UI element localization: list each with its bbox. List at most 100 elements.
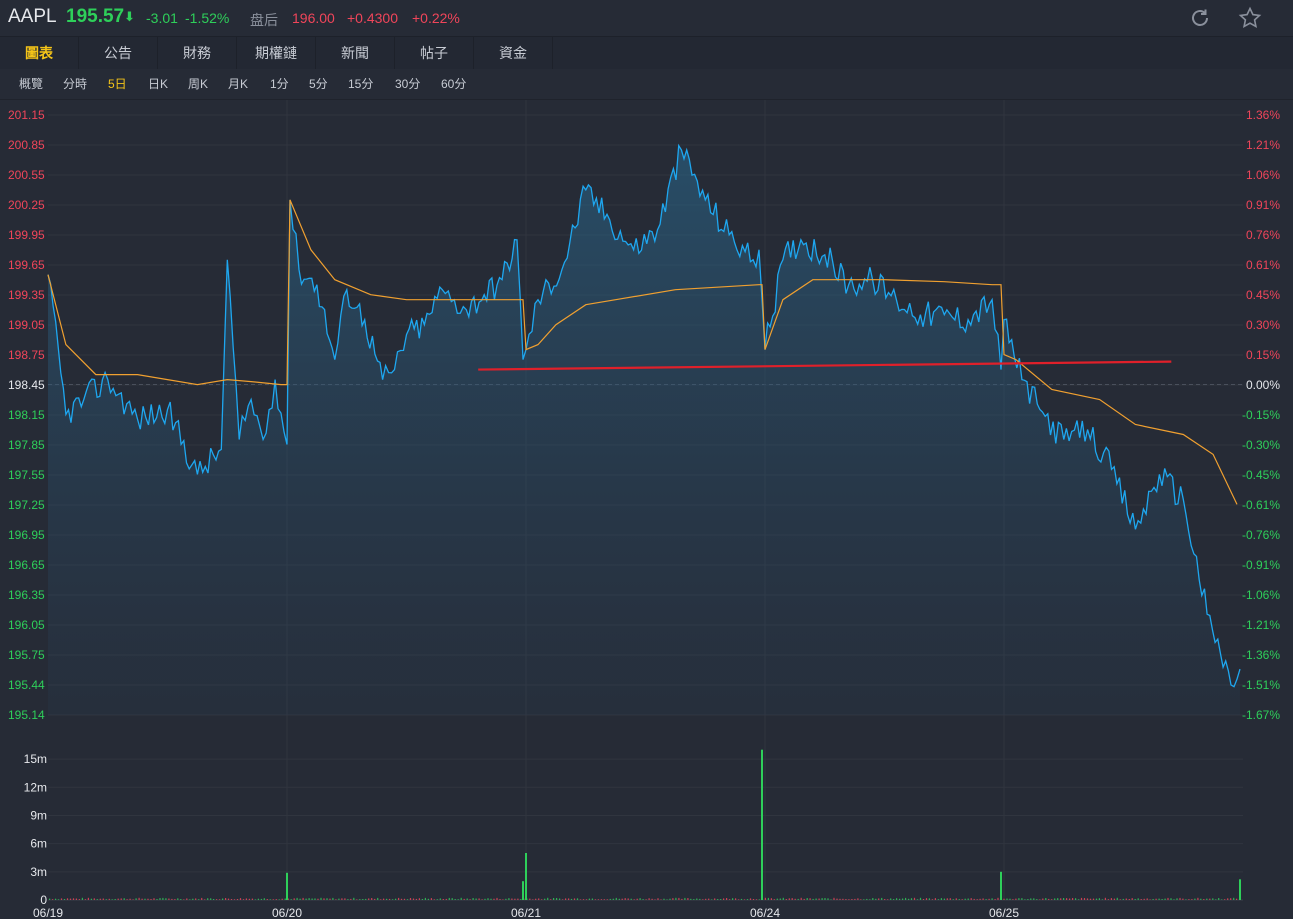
volume-bar bbox=[1030, 898, 1032, 900]
period-30min[interactable]: 30分 bbox=[395, 77, 421, 91]
last-price: 195.57 bbox=[66, 6, 125, 27]
volume-bar bbox=[875, 898, 877, 900]
tab-posts[interactable]: 帖子 bbox=[395, 37, 474, 69]
tab-options-chain[interactable]: 期權鏈 bbox=[237, 37, 316, 69]
volume-bar bbox=[1075, 898, 1077, 900]
volume-bar bbox=[427, 898, 429, 900]
volume-bar bbox=[1039, 899, 1041, 900]
volume-bar bbox=[1134, 899, 1136, 900]
period-intraday[interactable]: 分時 bbox=[63, 77, 88, 91]
volume-bar bbox=[979, 898, 981, 900]
volume-bar bbox=[812, 898, 814, 900]
volume-bar bbox=[460, 897, 462, 900]
tab-capital-flow[interactable]: 資金 bbox=[474, 37, 553, 69]
volume-spike-bar bbox=[525, 853, 527, 900]
period-monthly-k[interactable]: 月K bbox=[228, 77, 249, 91]
price-area bbox=[48, 145, 1240, 716]
volume-bar bbox=[1215, 899, 1217, 900]
volume-bar bbox=[150, 899, 152, 900]
volume-bar bbox=[937, 899, 939, 900]
volume-tick-label: 12m bbox=[24, 780, 47, 794]
volume-bar bbox=[147, 898, 149, 900]
volume-bar bbox=[570, 898, 573, 900]
volume-bar bbox=[90, 898, 92, 900]
tab-financials[interactable]: 財務 bbox=[158, 37, 237, 69]
volume-bar bbox=[815, 898, 817, 900]
price-volume-chart[interactable]: 201.15 1.36% 200.85 1.21% 200.55 1.06% 200.25 0… bbox=[0, 100, 1293, 919]
volume-bar bbox=[529, 898, 531, 900]
refresh-icon[interactable] bbox=[1188, 6, 1212, 30]
volume-bar bbox=[153, 898, 155, 900]
volume-spike-bar bbox=[286, 872, 288, 900]
volume-bar bbox=[341, 898, 343, 900]
after-hours-price: 196.00 bbox=[292, 10, 335, 26]
volume-bar bbox=[1057, 898, 1059, 900]
volume-bar bbox=[412, 898, 415, 900]
volume-bar bbox=[600, 899, 602, 900]
tab-announcements[interactable]: 公告 bbox=[79, 37, 158, 69]
volume-bar bbox=[1033, 898, 1035, 900]
volume-bar bbox=[1206, 898, 1208, 900]
volume-bar bbox=[81, 897, 83, 900]
y2-tick-label: 0.15% bbox=[1246, 348, 1280, 362]
volume-bar bbox=[189, 899, 191, 900]
volume-bar bbox=[1173, 899, 1175, 900]
volume-bar bbox=[573, 898, 576, 900]
volume-bar bbox=[767, 897, 769, 900]
tab-news[interactable]: 新聞 bbox=[316, 37, 395, 69]
volume-bar bbox=[1164, 898, 1166, 900]
volume-bar bbox=[690, 898, 692, 900]
period-overview[interactable]: 概覽 bbox=[19, 77, 44, 91]
y-tick-label: 200.85 bbox=[8, 138, 45, 152]
volume-bar bbox=[746, 899, 749, 900]
period-weekly-k[interactable]: 周K bbox=[188, 77, 209, 91]
volume-bar bbox=[514, 898, 516, 900]
y-tick-label: 201.15 bbox=[8, 108, 45, 122]
volume-bar bbox=[508, 898, 510, 900]
volume-bar bbox=[1095, 898, 1098, 900]
volume-bar bbox=[1021, 898, 1023, 900]
volume-bar bbox=[773, 899, 775, 900]
volume-bar bbox=[940, 898, 942, 900]
volume-bar bbox=[857, 898, 859, 900]
period-1min[interactable]: 1分 bbox=[270, 77, 289, 91]
period-15min[interactable]: 15分 bbox=[348, 77, 374, 91]
volume-bar bbox=[1018, 898, 1020, 900]
volume-bar bbox=[723, 898, 725, 900]
volume-bar bbox=[174, 899, 176, 900]
volume-bar bbox=[1218, 898, 1220, 900]
volume-bar bbox=[219, 899, 221, 900]
volume-bar bbox=[380, 899, 382, 900]
x-tick-label: 06/24 bbox=[750, 906, 780, 919]
volume-bar bbox=[726, 898, 728, 900]
volume-bar bbox=[621, 898, 623, 900]
volume-bar bbox=[758, 899, 760, 900]
volume-bar bbox=[532, 899, 534, 900]
volume-bar bbox=[582, 899, 585, 900]
volume-bar bbox=[908, 898, 910, 900]
period-daily-k[interactable]: 日K bbox=[148, 77, 169, 91]
volume-tick-label: 3m bbox=[30, 865, 47, 879]
volume-bar bbox=[105, 899, 107, 900]
volume-bar bbox=[1212, 898, 1214, 900]
volume-bar bbox=[916, 899, 919, 900]
period-60min[interactable]: 60分 bbox=[441, 77, 467, 91]
period-5min[interactable]: 5分 bbox=[309, 77, 328, 91]
y2-tick-label: -0.45% bbox=[1242, 468, 1280, 482]
volume-bar bbox=[344, 898, 346, 900]
tab-chart[interactable]: 圖表 bbox=[0, 37, 79, 69]
volume-bar bbox=[913, 897, 916, 900]
star-icon[interactable] bbox=[1238, 6, 1262, 30]
volume-bar bbox=[1104, 897, 1106, 900]
volume-bar bbox=[893, 899, 895, 900]
volume-bar bbox=[785, 899, 787, 900]
volume-bar bbox=[872, 898, 874, 900]
period-5day[interactable]: 5日 bbox=[108, 77, 127, 91]
volume-bar bbox=[1131, 898, 1133, 900]
volume-bar bbox=[693, 899, 695, 900]
volume-bar bbox=[171, 898, 173, 900]
volume-bar bbox=[102, 898, 104, 900]
y-tick-label: 197.25 bbox=[8, 498, 45, 512]
x-tick-label: 06/25 bbox=[989, 906, 1019, 919]
volume-bar bbox=[403, 898, 406, 900]
